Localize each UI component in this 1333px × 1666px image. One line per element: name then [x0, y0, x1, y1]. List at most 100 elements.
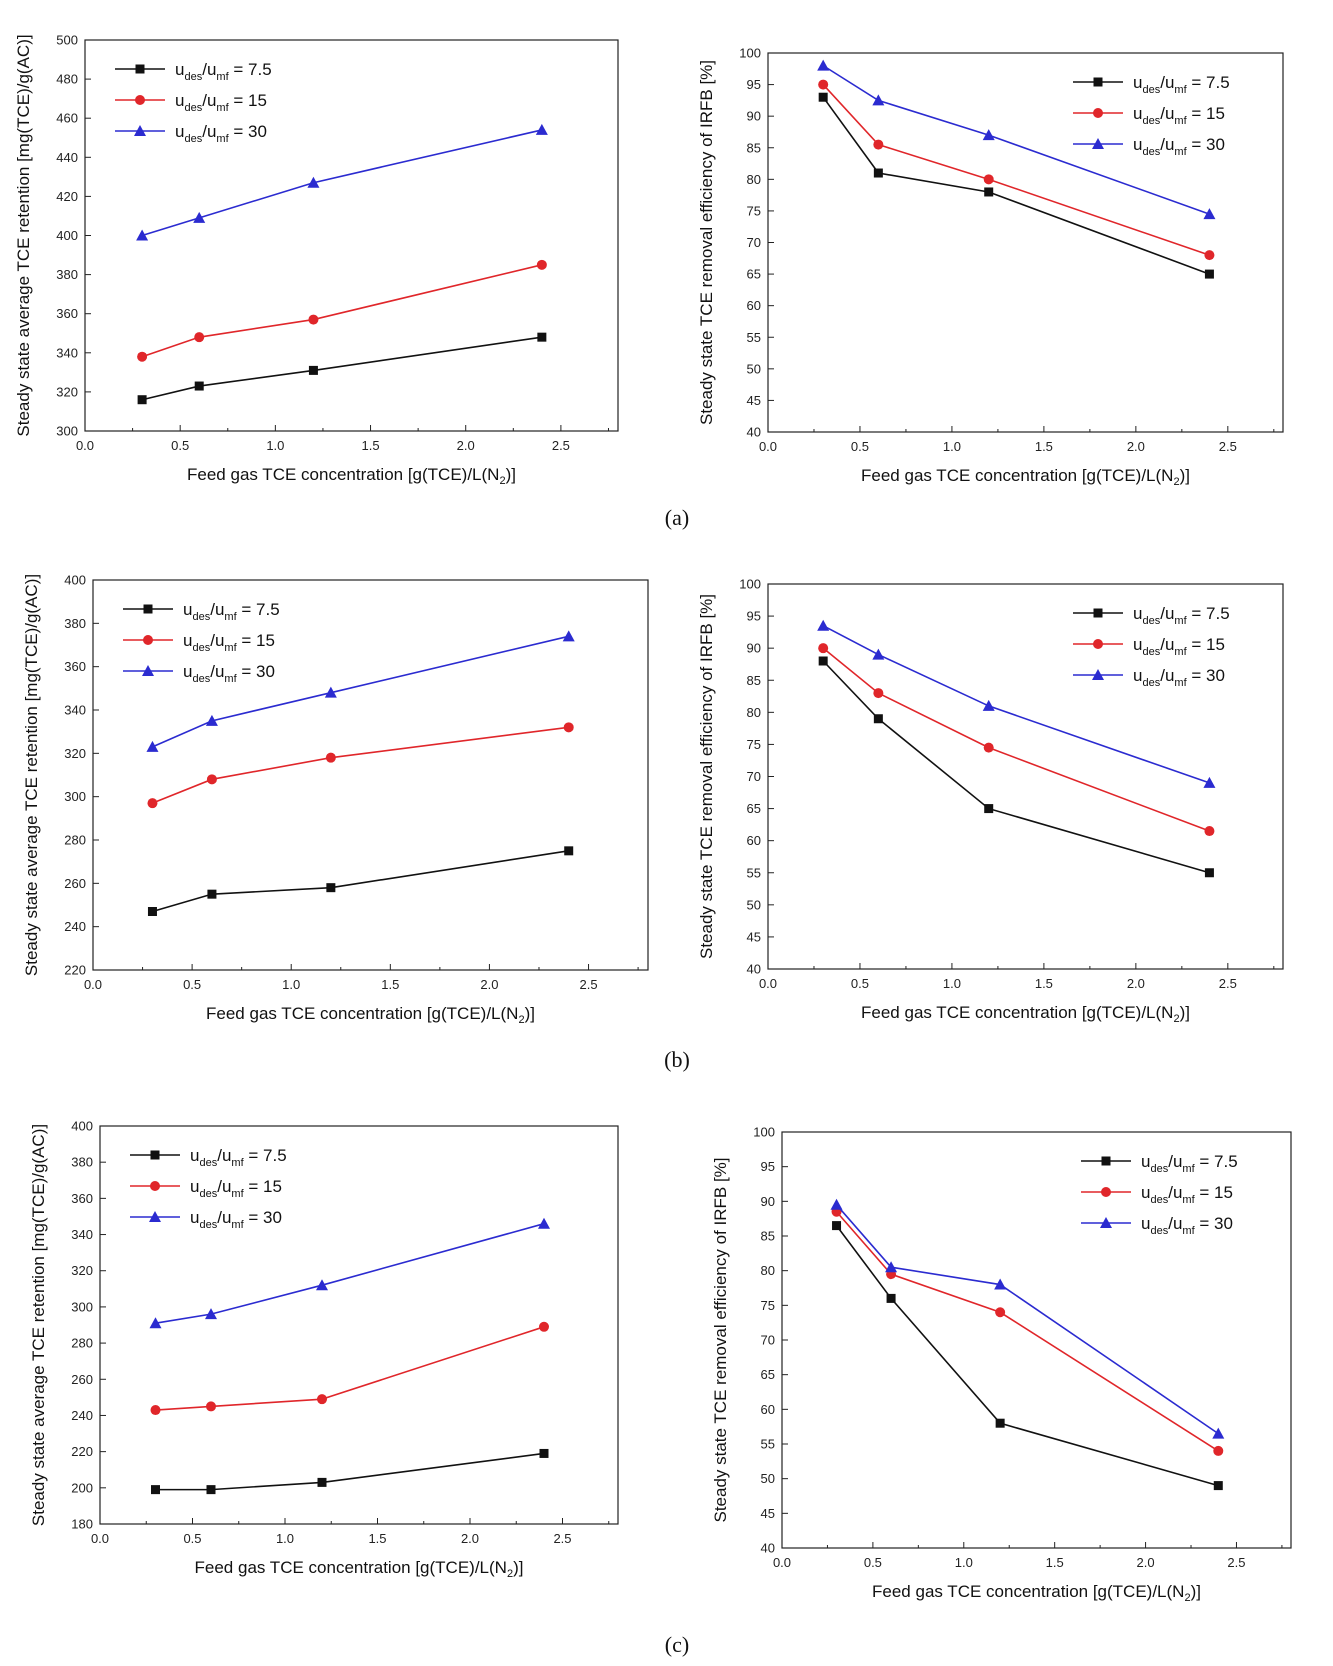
- legend-marker: [1101, 1187, 1111, 1197]
- data-point: [818, 656, 828, 666]
- x-tick-label: 0.5: [183, 977, 201, 992]
- x-tick-label: 1.5: [1035, 439, 1053, 454]
- x-tick-label: 1.0: [276, 1531, 294, 1546]
- data-point: [1213, 1481, 1223, 1491]
- chart-3: 0.0 0.5 1.0 1.5 2.0 2.5 220 240 260 280 300 320 340 3…: [22, 573, 649, 1026]
- legend-label: udes/umf = 7.5: [190, 1146, 287, 1169]
- data-point: [194, 332, 205, 343]
- data-point: [873, 139, 884, 150]
- data-point: [1204, 269, 1214, 279]
- series-1: [832, 1221, 1223, 1491]
- x-tick-label: 0.5: [851, 976, 869, 991]
- x-tick-label: 0.5: [183, 1531, 201, 1546]
- legend-marker: [1093, 639, 1103, 649]
- legend-marker: [134, 125, 146, 136]
- series-3: [830, 1198, 1225, 1439]
- data-point: [873, 688, 884, 699]
- data-point: [873, 168, 883, 178]
- y-tick-label: 50: [761, 1471, 775, 1486]
- series-3: [817, 59, 1216, 220]
- plot-frame: [92, 579, 649, 971]
- data-point: [193, 211, 206, 223]
- data-point: [983, 742, 994, 753]
- legend-marker: [1100, 1217, 1112, 1228]
- y-axis-label: Steady state TCE removal efficiency of I…: [711, 1157, 730, 1522]
- chart-6: 0.0 0.5 1.0 1.5 2.0 2.5 40 45 50 55 60 65 70 75 80 85 90…: [711, 1125, 1292, 1604]
- x-tick-label: 2.0: [1137, 1555, 1155, 1570]
- legend-label: udes/umf = 7.5: [183, 600, 280, 623]
- y-tick-label: 420: [56, 189, 78, 204]
- legend-marker: [150, 1181, 160, 1191]
- data-point: [817, 59, 830, 71]
- legend-label: udes/umf = 30: [190, 1208, 282, 1231]
- x-tick-label: 1.0: [943, 439, 961, 454]
- y-tick-label: 340: [71, 1227, 93, 1242]
- legend-label: udes/umf = 30: [1133, 135, 1225, 158]
- legend: udes/umf = 7.5 udes/umf = 15 udes/umf = 30: [1073, 73, 1230, 158]
- y-tick-label: 500: [56, 33, 78, 48]
- data-point: [817, 619, 830, 631]
- data-point: [539, 1448, 549, 1458]
- y-tick-label: 60: [747, 298, 761, 313]
- y-tick-label: 300: [71, 1299, 93, 1314]
- series-1: [818, 656, 1214, 878]
- series-line: [822, 647, 1210, 832]
- y-axis-label: Steady state average TCE retention [mg(T…: [14, 34, 33, 436]
- legend-marker: [1101, 1156, 1111, 1166]
- series-1: [151, 1448, 549, 1495]
- data-point: [830, 1198, 843, 1210]
- data-point: [562, 630, 575, 642]
- x-tick-label: 0.5: [171, 438, 189, 453]
- series-line: [835, 1225, 1219, 1487]
- y-tick-label: 75: [747, 737, 761, 752]
- series-3: [136, 123, 548, 241]
- data-point: [317, 1394, 327, 1405]
- y-tick-label: 100: [739, 46, 761, 61]
- series-line: [822, 624, 1210, 784]
- y-tick-label: 45: [747, 393, 761, 408]
- series-line: [141, 264, 543, 358]
- plot-frame: [84, 39, 619, 432]
- y-tick-label: 40: [747, 425, 761, 440]
- data-point: [538, 1217, 550, 1229]
- legend-marker: [1092, 138, 1104, 149]
- y-tick-label: 50: [747, 361, 761, 376]
- data-point: [818, 643, 829, 654]
- data-point: [872, 94, 885, 106]
- legend-marker: [1093, 608, 1103, 618]
- y-tick-label: 90: [747, 641, 761, 656]
- y-tick-label: 60: [761, 1402, 775, 1417]
- series-line: [822, 64, 1210, 215]
- y-axis-label: Steady state average TCE retention [mg(T…: [29, 1124, 48, 1526]
- x-tick-label: 2.0: [461, 1531, 479, 1546]
- series-line: [822, 660, 1210, 874]
- panel-label: (b): [664, 1047, 690, 1072]
- data-point: [136, 229, 149, 241]
- data-point: [873, 714, 883, 724]
- data-point: [563, 722, 574, 733]
- series-3: [817, 619, 1216, 788]
- legend-marker: [1093, 77, 1103, 87]
- data-point: [1213, 1445, 1224, 1456]
- series-line: [155, 1452, 545, 1491]
- y-tick-label: 320: [71, 1263, 93, 1278]
- y-axis-label: Steady state average TCE retention [mg(T…: [22, 574, 41, 976]
- data-point: [308, 365, 318, 375]
- series-line: [152, 850, 569, 913]
- x-tick-label: 1.5: [368, 1531, 386, 1546]
- y-tick-label: 100: [753, 1125, 775, 1140]
- series-1: [147, 846, 574, 916]
- plot-frame: [99, 1125, 619, 1525]
- legend-label: udes/umf = 15: [175, 91, 267, 114]
- y-tick-label: 95: [747, 77, 761, 92]
- y-tick-label: 400: [71, 1119, 93, 1134]
- x-tick-label: 0.0: [84, 977, 102, 992]
- y-tick-label: 80: [747, 172, 761, 187]
- y-axis-label: Steady state TCE removal efficiency of I…: [697, 60, 716, 425]
- legend-label: udes/umf = 7.5: [175, 60, 272, 83]
- y-tick-label: 95: [747, 609, 761, 624]
- y-tick-label: 300: [64, 789, 86, 804]
- legend-label: udes/umf = 7.5: [1133, 604, 1230, 627]
- legend-label: udes/umf = 7.5: [1141, 1152, 1238, 1175]
